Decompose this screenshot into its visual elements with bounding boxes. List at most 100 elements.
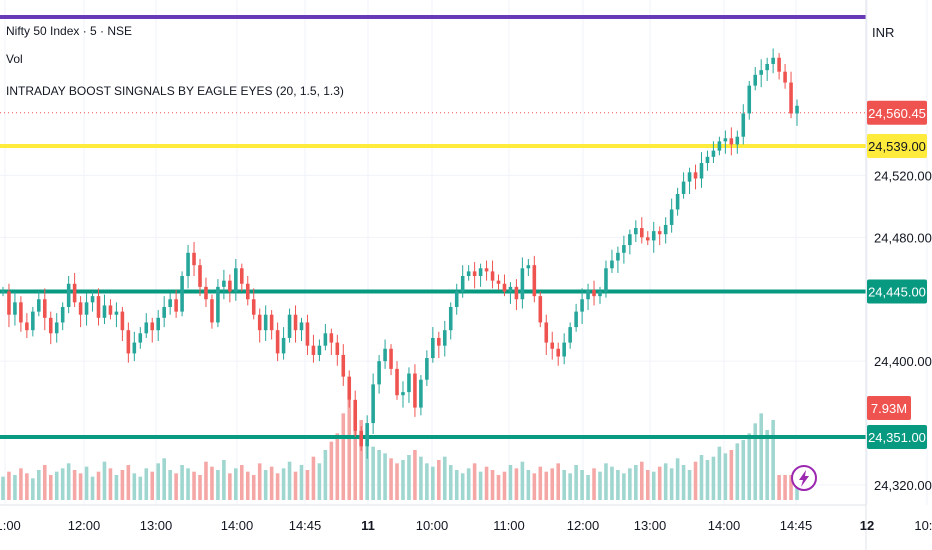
volume-bar: [783, 475, 787, 500]
candle: [454, 291, 459, 307]
currency-label[interactable]: INR: [872, 25, 895, 40]
candle: [645, 237, 650, 241]
volume-bar: [514, 468, 519, 500]
candle: [795, 105, 799, 114]
x-tick-label: 14:45: [780, 518, 813, 533]
candle: [198, 265, 202, 287]
time-axis[interactable]: 11:00 12:00 13:00 14:00 14:45 11 10:00 11:00 12:…: [0, 518, 932, 533]
candle: [759, 70, 763, 75]
x-tick-label: 11: [361, 518, 375, 533]
volume-bar: [323, 450, 328, 500]
volume-bar: [48, 475, 53, 500]
candle: [13, 302, 17, 315]
candle: [323, 333, 328, 346]
last-price-badge: [867, 100, 927, 125]
volume-bar: [437, 460, 441, 500]
candle: [269, 314, 274, 331]
volume-bar: [198, 475, 202, 500]
volume-bar: [257, 463, 262, 500]
candle: [174, 299, 178, 312]
volume-bar: [305, 470, 310, 500]
x-tick-label: 11:00: [493, 518, 525, 533]
candle: [108, 305, 113, 315]
candle: [335, 342, 340, 355]
candle: [681, 181, 686, 194]
candle: [293, 314, 298, 331]
level-price-badge: [867, 279, 927, 304]
volume-bar: [156, 463, 160, 500]
candle: [329, 333, 334, 343]
lightning-icon[interactable]: [791, 465, 817, 491]
volume-bar: [216, 470, 220, 500]
candle: [723, 138, 728, 142]
volume-bar: [180, 465, 184, 500]
level-price-label: 24,351.00: [868, 430, 926, 445]
volume-bar: [681, 465, 686, 500]
volume-bar: [25, 473, 29, 500]
volume-bar: [144, 468, 149, 500]
volume-bar: [723, 453, 728, 500]
volume-bar: [431, 466, 435, 500]
volume-bar: [478, 471, 483, 500]
candle: [311, 345, 316, 355]
candle: [204, 286, 208, 300]
volume-bar: [735, 443, 740, 500]
candle: [568, 327, 572, 343]
candle: [622, 245, 626, 253]
volume-bar: [705, 460, 710, 500]
y-tick-label: 24,480.00: [874, 230, 932, 245]
price-axis[interactable]: 24,320.00 24,400.00 24,480.00 24,520.00: [874, 168, 932, 493]
candle: [389, 348, 393, 369]
volume-bar: [228, 473, 232, 500]
candle: [365, 423, 369, 447]
volume-bar: [245, 471, 250, 500]
volume-bar: [72, 470, 77, 500]
x-tick-label: 10:00: [416, 518, 449, 533]
candle: [735, 136, 740, 145]
volume-bar: [54, 471, 59, 500]
symbol-title[interactable]: Nifty 50 Index · 5 · NSE: [6, 24, 133, 38]
volume-bar: [610, 466, 614, 500]
volume-bar: [777, 475, 781, 500]
volume-bar: [37, 470, 41, 500]
horizontal-levels[interactable]: [0, 112, 866, 439]
candle: [628, 234, 632, 246]
volume-bar: [132, 473, 137, 500]
volume-bar: [395, 463, 399, 500]
volume-legend[interactable]: Vol: [6, 52, 23, 66]
volume-bar: [210, 466, 214, 500]
y-tick-label: 24,320.00: [874, 478, 932, 493]
candle: [114, 311, 119, 315]
volume-bar: [335, 433, 340, 500]
candle: [490, 271, 495, 281]
candle: [663, 224, 668, 235]
indicator-legend[interactable]: INTRADAY BOOST SINGNALS BY EAGLE EYES (2…: [6, 84, 344, 98]
candle: [162, 306, 166, 318]
candle: [425, 358, 429, 380]
volume-value-label: 7.93M: [871, 401, 907, 416]
candle: [37, 299, 41, 312]
candle: [419, 379, 423, 408]
volume-bar: [544, 471, 549, 500]
candle: [126, 330, 131, 354]
candle: [675, 193, 680, 210]
volume-bar: [311, 456, 316, 500]
candle: [78, 302, 83, 315]
volume-value-badge: [867, 396, 911, 420]
x-tick-label: 13:00: [140, 518, 173, 533]
volume-bar: [162, 458, 166, 500]
candle: [377, 361, 381, 385]
x-tick-label: 12:00: [567, 518, 600, 533]
candle: [102, 305, 107, 318]
volume-bar: [84, 466, 89, 500]
volume-bar: [90, 476, 95, 500]
volume-bar: [598, 471, 602, 500]
candle: [210, 299, 214, 323]
volume-bar: [442, 456, 447, 500]
volume-bar: [347, 400, 352, 500]
volume-bar: [526, 470, 531, 500]
volume-bar: [741, 440, 746, 500]
volume-bar: [771, 420, 775, 500]
volume-bar: [460, 473, 465, 500]
